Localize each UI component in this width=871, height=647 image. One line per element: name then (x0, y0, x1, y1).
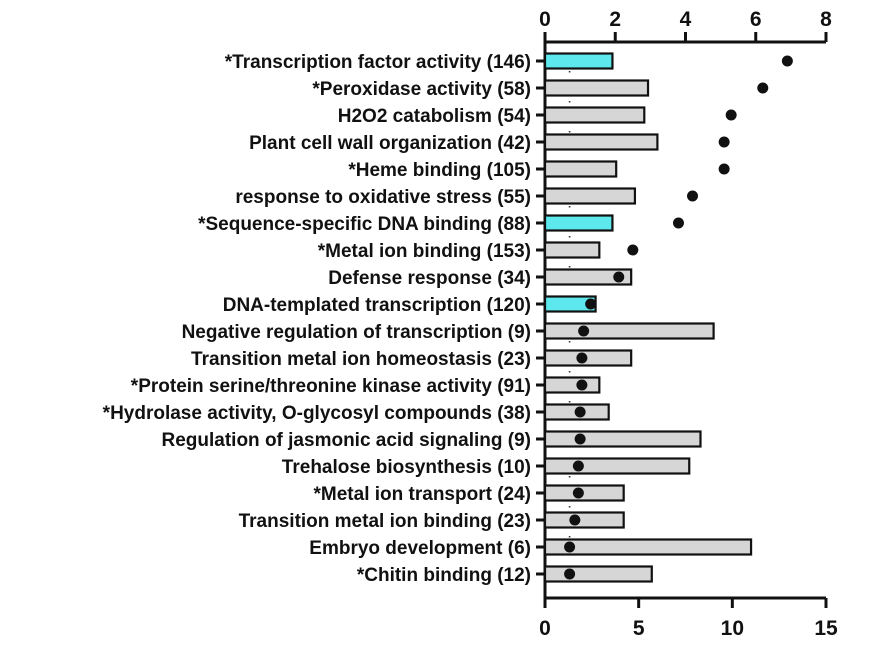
dot-point (781, 55, 793, 67)
bar (543, 538, 753, 556)
dot-point (672, 217, 684, 229)
bottom-axis-tick-label: 5 (633, 617, 645, 640)
category-label: *Peroxidase activity (58) (312, 79, 531, 100)
category-label: Regulation of jasmonic acid signaling (9… (162, 430, 532, 451)
category-label: *Metal ion transport (24) (314, 484, 531, 505)
bar (543, 349, 633, 367)
bar (543, 214, 614, 232)
bar (543, 106, 646, 124)
top-axis-tick-label: 2 (609, 8, 621, 31)
category-label: Plant cell wall organization (42) (249, 133, 531, 154)
category-label: Defense response (34) (328, 268, 531, 289)
category-label: DNA-templated transcription (120) (223, 295, 531, 316)
bar (543, 241, 601, 259)
category-label: Trehalose biosynthesis (10) (282, 457, 531, 478)
top-axis-tick-label: 8 (820, 8, 832, 31)
category-label: H2O2 catabolism (54) (338, 106, 531, 127)
category-label: *Transcription factor activity (146) (225, 52, 531, 73)
bar (543, 79, 650, 97)
bar (543, 268, 633, 286)
category-label: response to oxidative stress (55) (235, 187, 531, 208)
category-label: Transition metal ion homeostasis (23) (191, 349, 531, 370)
bar (543, 52, 614, 70)
dot-point (564, 541, 576, 553)
bottom-axis-tick-label: 10 (721, 617, 744, 640)
dot-point (572, 487, 584, 499)
dot-point (757, 82, 769, 94)
dot-point (576, 352, 588, 364)
dot-point (574, 433, 586, 445)
bottom-axis-tick-label: 0 (539, 617, 551, 640)
dot-point (613, 271, 625, 283)
dot-point (576, 379, 588, 391)
bar (543, 457, 691, 475)
bar (543, 430, 702, 448)
bar (543, 187, 637, 205)
bars (543, 52, 753, 583)
dot-point (572, 460, 584, 472)
category-labels: *Transcription factor activity (146) *Per… (103, 52, 531, 586)
dot-point (578, 325, 590, 337)
bar (543, 484, 625, 502)
category-label: Transition metal ion binding (23) (239, 511, 531, 532)
category-label: *Sequence-specific DNA binding (88) (198, 214, 531, 235)
category-label: *Hydrolase activity, O-glycosyl compound… (103, 403, 531, 424)
category-label: Negative regulation of transcription (9) (182, 322, 531, 343)
bar (543, 322, 715, 340)
bar (543, 565, 653, 583)
dots (564, 55, 793, 580)
top-axis-tick-label: 6 (750, 8, 762, 31)
dot-point (585, 298, 597, 310)
category-label: Embryo development (6) (309, 538, 531, 559)
dot-point (687, 190, 699, 202)
dot-point (564, 568, 576, 580)
bar (543, 160, 618, 178)
dot-point (718, 136, 730, 148)
bar (543, 511, 625, 529)
category-label: *Heme binding (105) (348, 160, 531, 181)
dot-point (725, 109, 737, 121)
dot-point (627, 244, 639, 256)
category-label: *Protein serine/threonine kinase activit… (131, 376, 531, 397)
dot-point (569, 514, 581, 526)
top-axis-tick-label: 4 (680, 8, 692, 31)
dot-point (718, 163, 730, 175)
bar (543, 376, 601, 394)
category-label: *Chitin binding (12) (357, 565, 531, 586)
category-label: *Metal ion binding (153) (318, 241, 531, 262)
top-axis-ticks: 0 2 4 6 8 (539, 8, 832, 42)
bottom-axis-ticks: 0 5 10 15 (539, 598, 838, 640)
bar (543, 133, 659, 151)
bottom-axis-tick-label: 15 (814, 617, 838, 640)
top-axis-tick-label: 0 (539, 8, 551, 31)
dot-point (574, 406, 586, 418)
